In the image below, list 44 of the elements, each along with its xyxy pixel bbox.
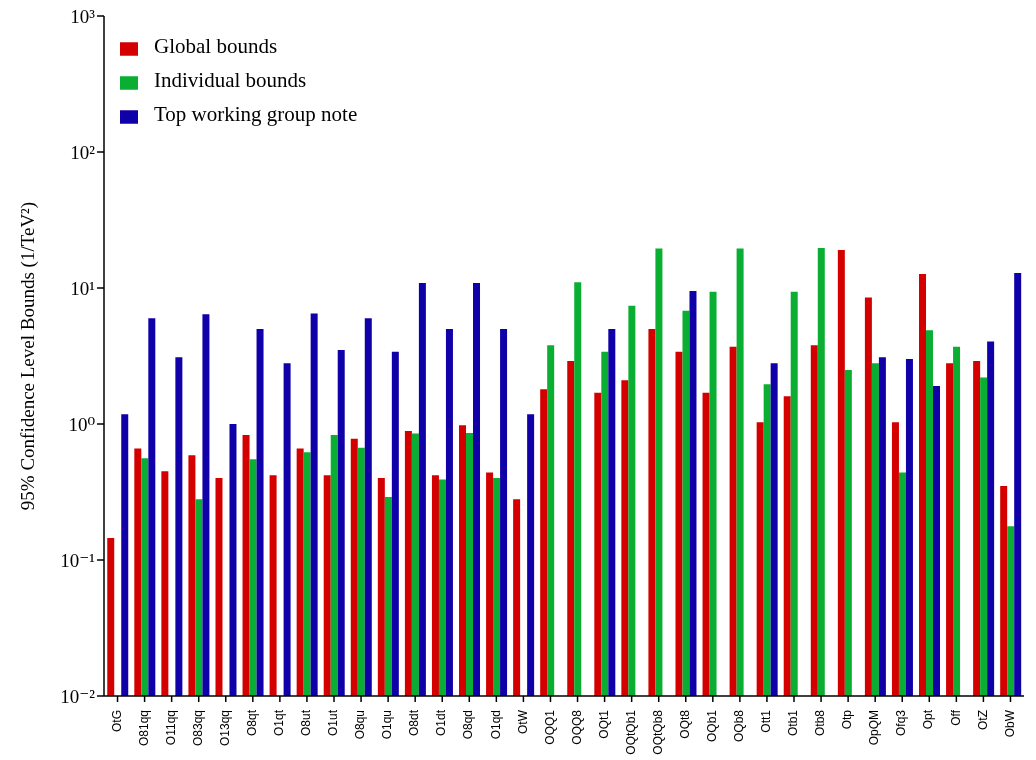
x-tick-label: O13qq [217, 710, 232, 747]
x-tick-label: O8dt [407, 709, 422, 737]
legend-label: Global bounds [154, 34, 278, 58]
legend-label: Top working group note [154, 102, 358, 126]
legend-label: Individual bounds [154, 68, 307, 92]
x-tick-label: Ofq3 [894, 709, 909, 737]
y-tick-label: 10³ [70, 5, 96, 27]
x-tick-label: Otb8 [813, 709, 828, 737]
y-tick-label: 10⁻¹ [60, 549, 96, 571]
x-tick-label: O1qt [272, 709, 287, 737]
x-tick-label: Off [948, 709, 963, 726]
x-tick-label: O1qd [488, 710, 503, 740]
y-tick-label: 10¹ [70, 277, 96, 299]
x-tick-label: O1dt [434, 709, 449, 737]
x-tick-label: O8qd [461, 710, 476, 740]
x-tick-label: OQt8 [677, 709, 692, 739]
x-tick-label: O8qt [245, 709, 259, 737]
y-tick-label: 10⁻² [60, 685, 96, 707]
x-tick-label: OQtQb8 [650, 709, 665, 755]
x-tick-label: O81qq [136, 710, 151, 747]
x-tick-label: OQb8 [732, 709, 747, 743]
x-tick-label: OQtQb1 [623, 709, 638, 755]
x-tick-label: Otb1 [786, 709, 801, 737]
y-axis-title: 95% Confidence Level Bounds (1/TeV²) [17, 201, 40, 511]
x-tick-label: Otp [840, 709, 855, 730]
y-tick-label: 10⁰ [68, 413, 96, 435]
x-tick-label: OtG [109, 710, 124, 733]
x-tick-label: OQt1 [596, 709, 611, 739]
x-tick-label: OtZ [975, 710, 990, 730]
x-tick-label: OQQ8 [569, 709, 584, 745]
y-tick-label: 10² [70, 141, 96, 163]
x-tick-label: Opt [921, 709, 936, 730]
x-tick-label: O83qq [190, 710, 205, 747]
x-tick-label: O8qu [353, 710, 368, 740]
x-tick-label: O8ut [299, 709, 314, 737]
x-tick-label: OtW [515, 709, 530, 734]
x-tick-label: O1ut [326, 709, 341, 737]
x-tick-label: OQb1 [705, 709, 719, 743]
x-tick-label: OpQM [867, 710, 882, 746]
x-tick-label: Ott1 [759, 709, 774, 733]
x-tick-label: OQQ1 [542, 709, 557, 745]
x-tick-label: O11qq [163, 710, 178, 746]
x-tick-label: ObW [1002, 709, 1017, 738]
x-tick-label: O1qu [380, 710, 395, 740]
